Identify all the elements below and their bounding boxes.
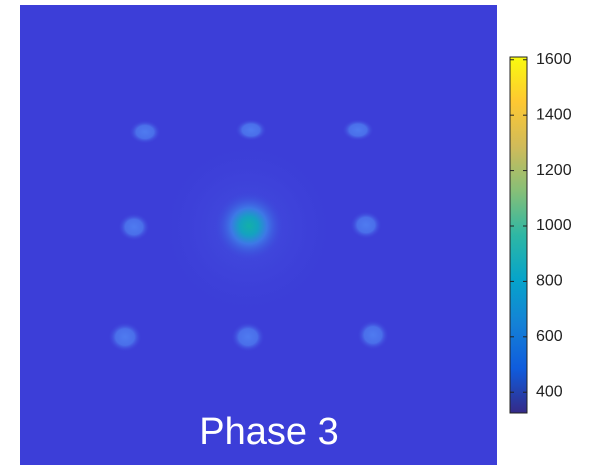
colorbar-tick-label: 400 xyxy=(536,383,563,400)
colorbar-tick-label: 1000 xyxy=(536,217,572,234)
spot xyxy=(342,119,374,141)
spot xyxy=(118,213,150,241)
spot xyxy=(350,211,382,239)
colorbar-tick-label: 1400 xyxy=(536,106,572,123)
page: {"chart_data": {"type": "image", "captio… xyxy=(0,0,592,465)
colorbar: 400 600 800 1000 1200 1400 1600 xyxy=(510,51,572,413)
colorbar-tick-label: 800 xyxy=(536,273,563,290)
centre-spot xyxy=(213,190,285,262)
colorbar-body xyxy=(510,57,527,413)
colorbar-tick-label: 1600 xyxy=(536,51,572,68)
spot xyxy=(129,120,161,144)
spot xyxy=(108,322,142,352)
chart: Phase 3 400 600 800 1000 1200 1400 1600 xyxy=(0,0,592,465)
caption: Phase 3 xyxy=(199,411,338,453)
colorbar-tick-label: 1200 xyxy=(536,162,572,179)
colorbar-tick-label: 600 xyxy=(536,328,563,345)
spot xyxy=(235,119,267,141)
spot xyxy=(357,320,389,350)
spot xyxy=(231,322,265,352)
image: Phase 3 xyxy=(20,5,497,465)
